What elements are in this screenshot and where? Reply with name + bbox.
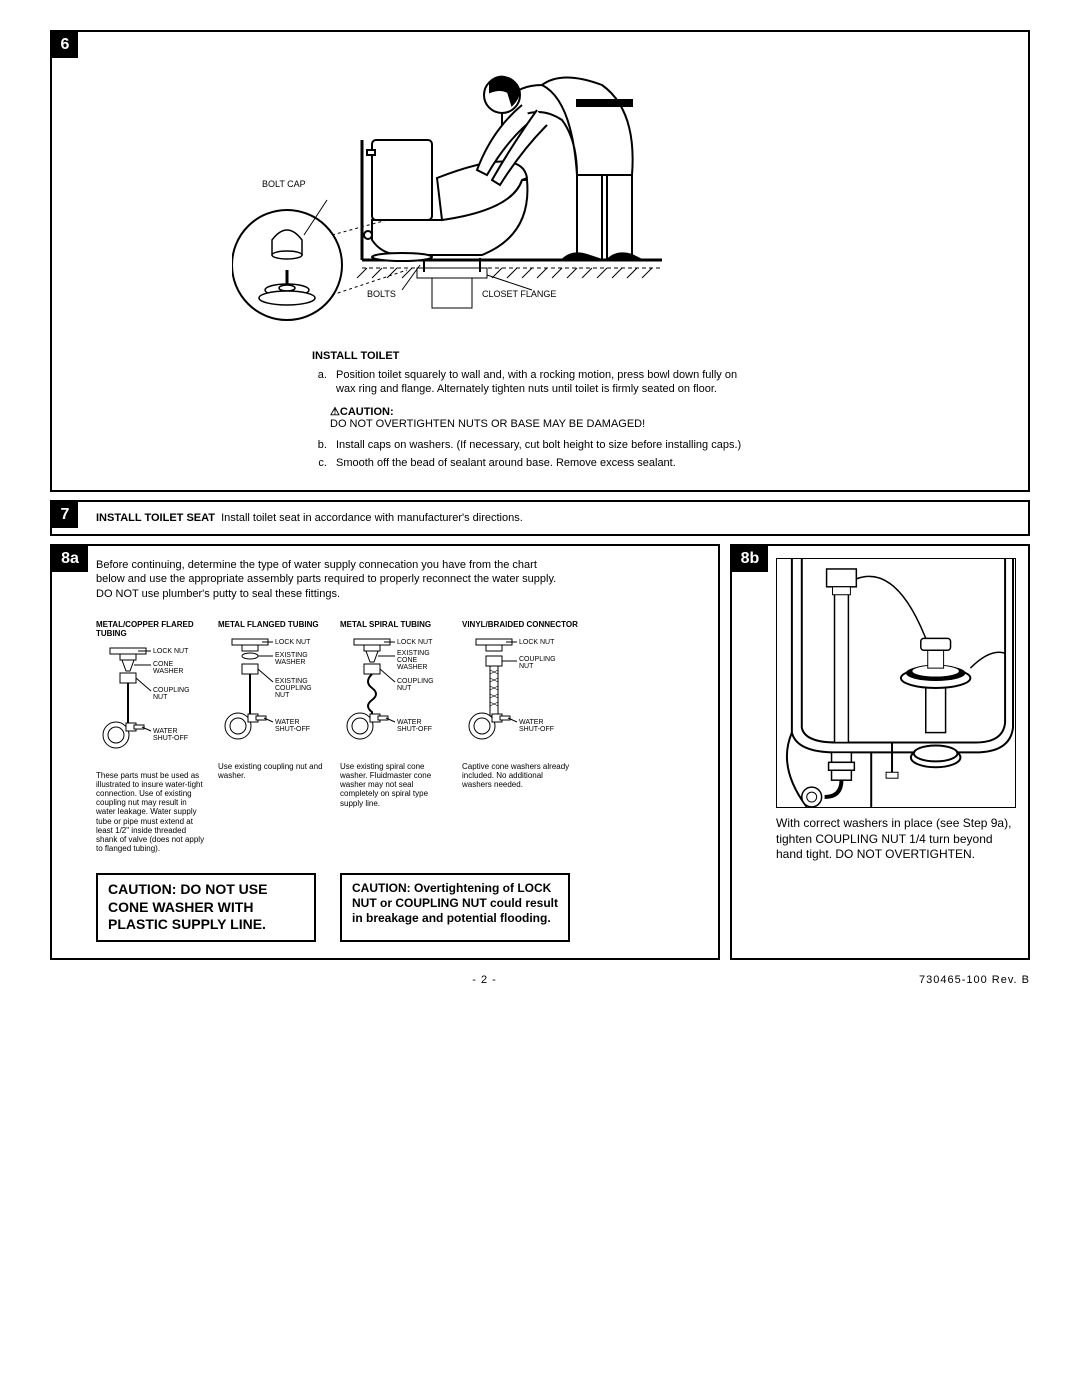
conn1-lbl2: EXISTING COUPLING NUT	[275, 678, 325, 699]
step6-item-c: Smooth off the bead of sealant around ba…	[330, 456, 752, 470]
conn3-lbl0: LOCK NUT	[519, 639, 554, 646]
step8b-text: With correct washers in place (see Step …	[776, 816, 1016, 863]
label-bolt-cap: BOLT CAP	[262, 180, 306, 189]
panel-step-7: 7 INSTALL TOILET SEAT Install toilet sea…	[50, 500, 1030, 536]
connector-chart: METAL/COPPER FLARED TUBING	[96, 621, 702, 853]
connector-col-1: METAL FLANGED TUBING	[218, 621, 338, 853]
connector-head-3: VINYL/BRAIDED CONNECTOR	[462, 621, 582, 630]
conn1-lbl0: LOCK NUT	[275, 639, 310, 646]
conn3-lbl3: WATER SHUT-OFF	[519, 719, 564, 733]
heading-install-toilet: INSTALL TOILET	[312, 350, 752, 362]
connector-head-1: METAL FLANGED TUBING	[218, 621, 338, 630]
page-number: - 2 -	[472, 974, 497, 986]
conn0-lbl2: COUPLING NUT	[153, 687, 198, 701]
conn3-lbl1: COUPLING NUT	[519, 656, 564, 670]
conn3-note: Captive cone washers already included. N…	[462, 762, 582, 790]
conn0-lbl1: CONE WASHER	[153, 661, 193, 675]
conn2-lbl1: EXISTING CONE WASHER	[397, 650, 447, 671]
step-number-8b: 8b	[732, 546, 768, 572]
figure-step-6: BOLT CAP BOLTS CLOSET FLANGE	[232, 40, 1008, 350]
panel-step-8a: 8a Before continuing, determine the type…	[50, 544, 720, 960]
caution-box-overtighten: CAUTION: Overtightening of LOCK NUT or C…	[340, 873, 570, 942]
step6-item-b: Install caps on washers. (If necessary, …	[330, 438, 752, 452]
panel-step-8b: 8b	[730, 544, 1030, 960]
conn1-lbl1: EXISTING WASHER	[275, 652, 320, 666]
connector-head-2: METAL SPIRAL TUBING	[340, 621, 460, 630]
caution-title-6: CAUTION:	[330, 405, 752, 418]
connector-col-3: VINYL/BRAIDED CONNECTOR	[462, 621, 582, 853]
label-closet-flange: CLOSET FLANGE	[482, 290, 556, 299]
caution-body-6: DO NOT OVERTIGHTEN NUTS OR BASE MAY BE D…	[330, 418, 752, 430]
page-footer: - 2 - 730465-100 Rev. B	[50, 974, 1030, 986]
conn2-lbl0: LOCK NUT	[397, 639, 432, 646]
conn0-lbl0: LOCK NUT	[153, 648, 188, 655]
label-bolts: BOLTS	[367, 290, 396, 299]
conn0-lbl3: WATER SHUT-OFF	[153, 728, 198, 742]
connector-col-2: METAL SPIRAL TUBING	[340, 621, 460, 853]
heading-install-seat: INSTALL TOILET SEAT	[96, 512, 215, 524]
step8a-intro: Before continuing, determine the type of…	[96, 558, 566, 601]
panel-step-6: 6	[50, 30, 1030, 492]
conn0-note: These parts must be used as illustrated …	[96, 771, 216, 854]
step6-item-a: Position toilet squarely to wall and, wi…	[330, 368, 752, 397]
conn2-lbl3: WATER SHUT-OFF	[397, 719, 442, 733]
step-number-6: 6	[52, 32, 78, 58]
conn1-note: Use existing coupling nut and washer.	[218, 762, 338, 780]
doc-revision: 730465-100 Rev. B	[919, 974, 1030, 986]
step7-body: Install toilet seat in accordance with m…	[221, 512, 523, 524]
connector-head-0: METAL/COPPER FLARED TUBING	[96, 621, 216, 639]
step-number-7: 7	[52, 502, 78, 528]
conn1-lbl3: WATER SHUT-OFF	[275, 719, 320, 733]
connector-col-0: METAL/COPPER FLARED TUBING	[96, 621, 216, 853]
conn2-note: Use existing spiral cone washer. Fluidma…	[340, 762, 460, 808]
conn2-lbl2: COUPLING NUT	[397, 678, 442, 692]
step-number-8a: 8a	[52, 546, 88, 572]
figure-8b	[776, 558, 1016, 808]
caution-box-cone-washer: CAUTION: DO NOT USE CONE WASHER WITH PLA…	[96, 873, 316, 942]
